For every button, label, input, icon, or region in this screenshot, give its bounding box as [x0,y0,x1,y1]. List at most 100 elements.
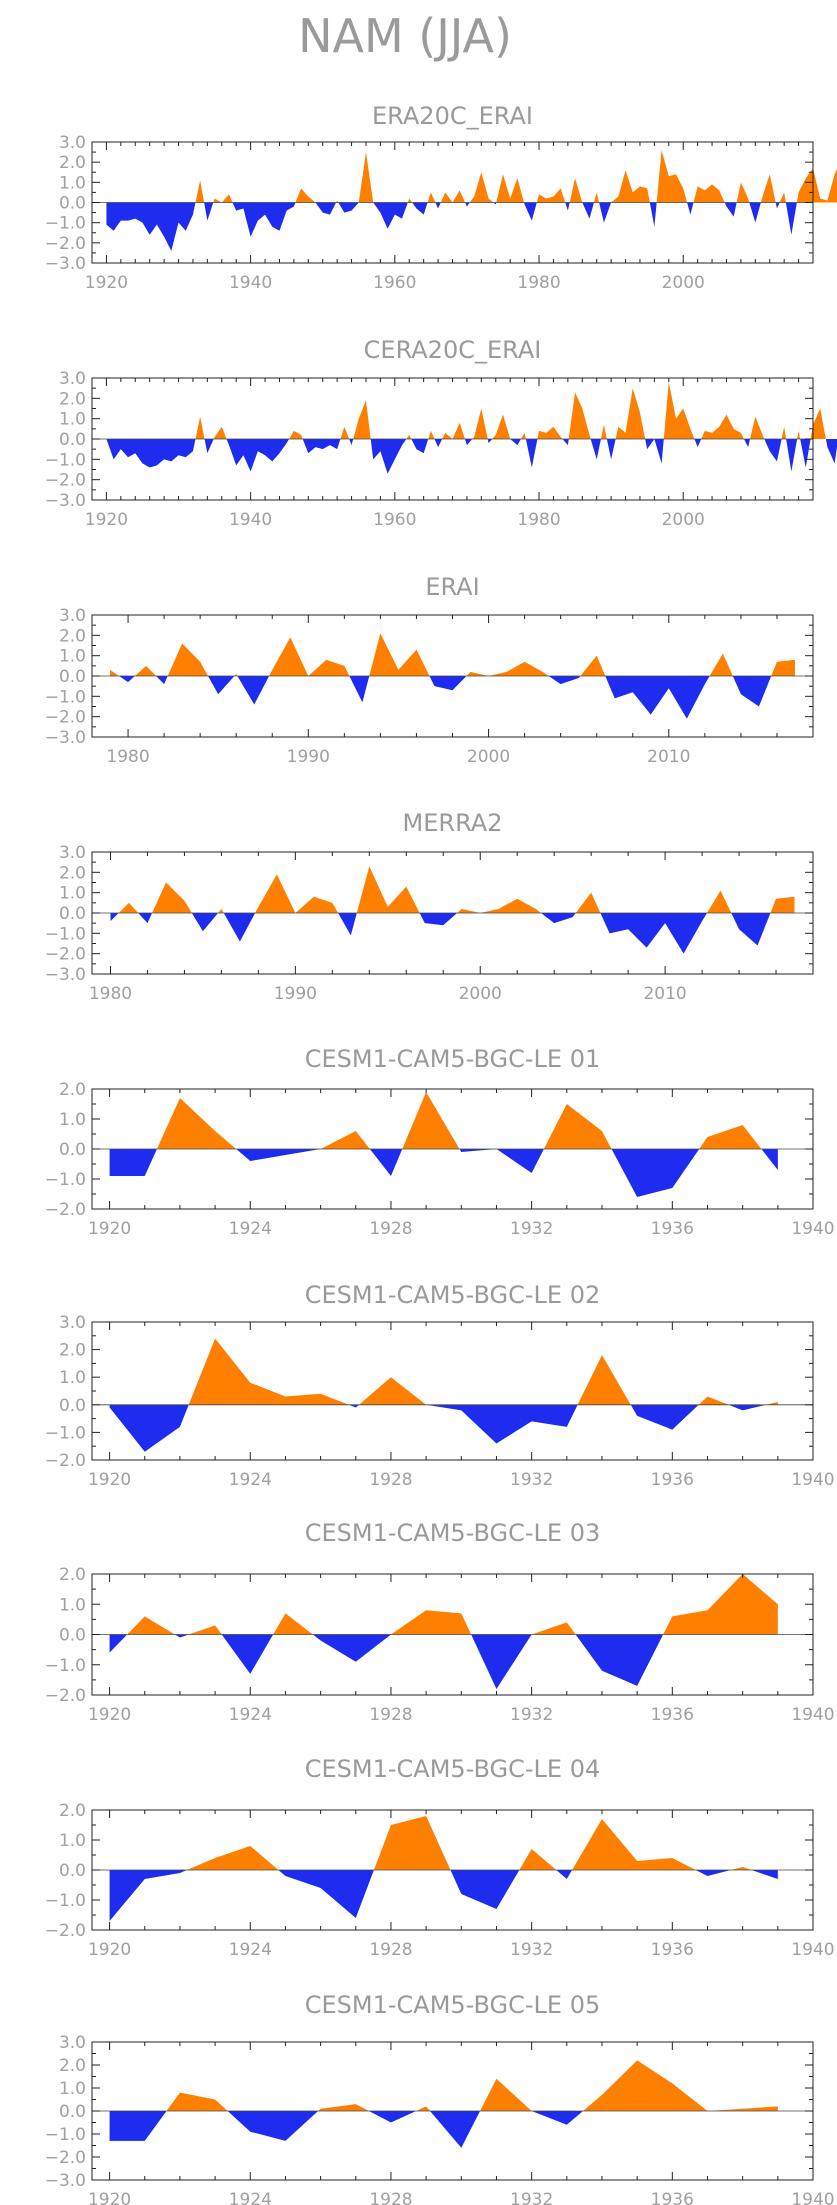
positive-anomaly-area [318,2104,369,2111]
negative-anomaly-area [487,439,493,444]
y-tick-label: −1.0 [45,687,86,707]
x-tick-label: 1928 [369,1705,412,1725]
y-tick-label: −2.0 [45,708,86,728]
y-tick-label: 3.0 [59,369,86,389]
x-tick-label: 1920 [88,2190,131,2205]
positive-anomaly-area [110,669,120,676]
negative-anomaly-area [786,439,798,472]
negative-anomaly-area [338,202,359,213]
negative-anomaly-area [582,202,594,219]
negative-anomaly-area [435,202,441,209]
positive-anomaly-area [663,382,695,439]
positive-anomaly-area [519,1849,557,1870]
negative-anomaly-area [611,1149,700,1197]
positive-anomaly-area [369,633,430,676]
positive-anomaly-area [701,414,744,439]
y-tick-label: 2.0 [59,1801,86,1821]
y-tick-label: 0.0 [59,667,86,687]
x-tick-label: 1960 [373,510,416,530]
x-tick-label: 1924 [229,1940,272,1960]
y-tick-label: −1.0 [45,450,86,470]
positive-anomaly-area [536,188,566,203]
positive-anomaly-area [779,192,786,203]
x-tick-label: 1928 [369,2190,412,2205]
positive-anomaly-area [810,408,826,439]
positive-anomaly-area [568,392,591,439]
x-tick-label: 2000 [662,273,705,293]
positive-anomaly-area [770,896,795,913]
panel-6: CESM1-CAM5-BGC-LE 02 −2.0 −1.0 0.0 1.0 2.0 3.0… [45,1281,835,1490]
negative-anomaly-area [459,1149,497,1152]
x-tick-label: 1920 [88,1940,131,1960]
positive-anomaly-area [611,170,650,203]
y-tick-label: 2.0 [59,1341,86,1361]
panel-title: CESM1-CAM5-BGC-LE 05 [305,1991,601,2019]
positive-anomaly-area [572,1819,696,1870]
y-tick-label: −3.0 [45,965,86,985]
negative-anomaly-area [221,1634,274,1674]
x-tick-label: 1932 [510,1470,553,1490]
negative-anomaly-area [237,676,270,705]
panel-title: CESM1-CAM5-BGC-LE 01 [305,1045,601,1073]
positive-anomaly-area [693,184,725,203]
negative-anomaly-area [694,439,702,448]
positive-anomaly-area [580,655,606,676]
positive-anomaly-area [406,434,412,439]
x-tick-label: 1940 [791,1219,834,1239]
positive-anomaly-area [569,178,583,203]
negative-anomaly-area [368,2111,417,2123]
y-tick-label: 0.0 [59,1861,86,1881]
negative-anomaly-area [138,913,153,924]
positive-anomaly-area [472,408,488,439]
positive-anomaly-area [188,1625,222,1635]
negative-anomaly-area [649,202,657,227]
positive-anomaly-area [575,892,601,913]
y-tick-label: −1.0 [45,1656,86,1676]
x-tick-label: 1920 [85,273,128,293]
y-tick-label: −2.0 [45,2148,86,2168]
positive-anomaly-area [320,1131,370,1149]
x-tick-label: 1924 [229,1470,272,1490]
y-tick-label: 2.0 [59,1565,86,1585]
x-tick-label: 1932 [510,1940,553,1960]
positive-anomaly-area [273,1613,313,1635]
negative-anomaly-area [412,202,428,215]
y-tick-label: 1.0 [59,2079,86,2099]
negative-anomaly-area [510,439,521,446]
y-tick-label: 1.0 [59,647,86,667]
negative-anomaly-area [204,202,214,221]
negative-anomaly-area [562,439,569,446]
negative-anomaly-area [565,202,570,211]
negative-anomaly-area [338,913,357,936]
x-tick-label: 1932 [510,1705,553,1725]
negative-anomaly-area [373,202,408,229]
x-tick-label: 2010 [643,984,686,1004]
negative-anomaly-area [764,439,782,462]
negative-anomaly-area [430,2111,481,2148]
x-tick-label: 2010 [647,747,690,767]
y-tick-label: 0.0 [59,194,86,214]
x-tick-label: 1920 [88,1705,131,1725]
negative-anomaly-area [724,202,737,217]
panel-title: CESM1-CAM5-BGC-LE 02 [305,1281,601,1309]
positive-anomaly-area [750,416,765,439]
positive-anomaly-area [531,1622,576,1635]
positive-anomaly-area [167,643,209,676]
negative-anomaly-area [208,676,235,695]
panel-4: MERRA2 −3.0−2.0−1.00.01.02.03.0 1980 1990 20… [45,809,814,1004]
x-tick-label: 1924 [229,1219,272,1239]
x-tick-label: 1940 [791,1705,834,1725]
negative-anomaly-area [349,676,370,703]
negative-anomaly-area [732,676,772,707]
y-tick-label: −1.0 [45,924,86,944]
positive-anomaly-area [583,2060,778,2111]
positive-anomaly-area [402,1092,460,1149]
negative-anomaly-area [548,676,581,685]
positive-anomaly-area [480,2078,532,2111]
positive-anomaly-area [707,890,732,913]
y-tick-label: −2.0 [45,1451,86,1471]
negative-anomaly-area [630,1404,699,1430]
negative-anomaly-area [825,439,837,464]
x-tick-label: 1980 [517,510,560,530]
negative-anomaly-area [429,676,467,691]
